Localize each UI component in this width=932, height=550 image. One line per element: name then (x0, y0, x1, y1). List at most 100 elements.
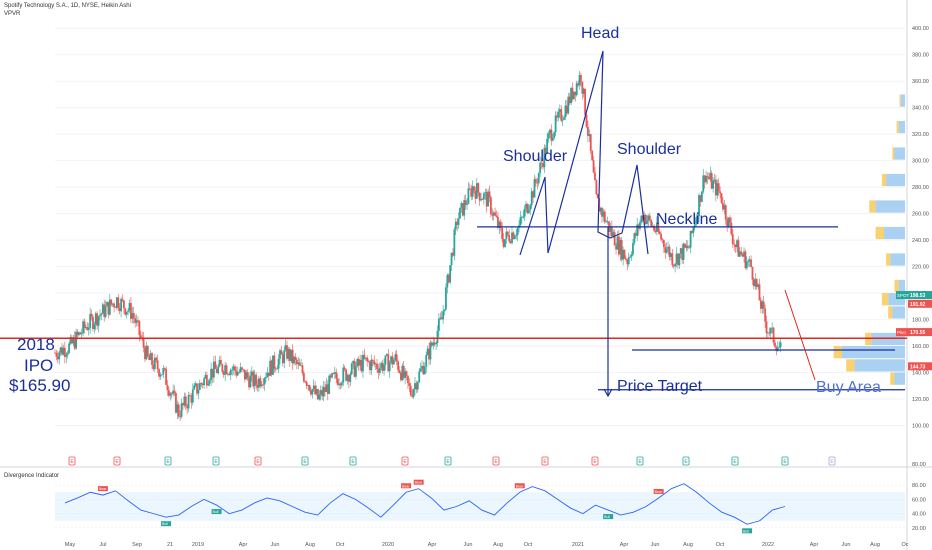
candle-body (734, 244, 737, 248)
indicator-tick-label: 60.00 (912, 497, 926, 503)
candle-body (194, 383, 197, 386)
candle-body (415, 383, 418, 390)
candle-body (556, 115, 558, 118)
candle-body (146, 345, 149, 357)
vp-bar-down (842, 346, 905, 359)
candle-body (300, 365, 302, 367)
candle-body (364, 357, 367, 359)
time-tick-label: Oct (524, 542, 533, 548)
candle-body (641, 215, 644, 221)
candle-body (684, 243, 686, 248)
candle-body (446, 274, 449, 288)
candle-body (66, 353, 69, 355)
candle-body (349, 374, 352, 382)
candle-body (117, 297, 120, 309)
candle-body (606, 221, 609, 223)
candle-body (727, 217, 730, 227)
candle-body (737, 240, 740, 257)
candle-body (355, 366, 357, 377)
candle-body (596, 194, 599, 199)
candle-body (196, 383, 198, 394)
candle-body (627, 257, 630, 265)
candle-body (371, 359, 374, 361)
candle-body (626, 259, 629, 265)
candle-body (87, 328, 90, 330)
candle-body (92, 316, 94, 330)
candle-body (661, 239, 664, 241)
candle-body (640, 215, 643, 223)
candle-body (340, 382, 343, 386)
candle-body (93, 324, 96, 330)
candle-body (757, 284, 759, 288)
candle-body (75, 331, 77, 349)
candle-body (172, 390, 175, 395)
candle-body (751, 266, 754, 280)
candle-body (85, 327, 87, 329)
candle-body (459, 207, 461, 219)
vp-bar-up (881, 293, 889, 306)
bull-divergence-tag (603, 514, 614, 520)
candle-body (436, 330, 439, 343)
candle-body (553, 132, 556, 138)
candle-body (343, 367, 346, 370)
candle-body (104, 306, 107, 317)
indicator-band (55, 492, 905, 521)
candle-body (293, 356, 295, 364)
candle-body (217, 366, 220, 374)
candle-body (758, 284, 761, 301)
candle-body (326, 384, 329, 394)
candle-body (224, 365, 227, 375)
candle-body (232, 366, 235, 370)
candle-body (767, 332, 769, 334)
candle-body (530, 191, 533, 206)
vp-bar-down (892, 306, 905, 319)
candle-body (475, 183, 478, 199)
candle-body (398, 370, 401, 373)
earnings-marker (68, 456, 76, 466)
candle-body (227, 373, 229, 375)
candle-body (128, 303, 131, 311)
candle-body (243, 369, 246, 380)
candle-body (516, 227, 519, 236)
candle-body (722, 202, 724, 210)
candle-body (186, 406, 189, 409)
candle-body (428, 348, 430, 360)
candle-body (96, 313, 99, 326)
candle-body (62, 347, 65, 355)
price-tick-label: 120.00 (912, 397, 929, 403)
candle-body (477, 183, 480, 193)
candle-body (359, 359, 362, 366)
candle-body (449, 265, 452, 283)
candle-body (419, 368, 422, 372)
candle-body (677, 253, 679, 266)
candle-body (231, 369, 234, 371)
bear-divergence-tag (514, 483, 525, 489)
candle-body (280, 350, 283, 355)
candle-body (501, 228, 504, 239)
candle-body (319, 390, 322, 395)
candle-body (215, 368, 218, 374)
earnings-marker-label: E (403, 459, 407, 465)
candle-body (535, 179, 537, 183)
candle-body (653, 225, 655, 231)
candle-body (526, 203, 529, 214)
candle-body (588, 134, 591, 136)
price-tick-label: 180.00 (912, 318, 929, 324)
candle-body (414, 383, 416, 390)
candle-body (490, 197, 492, 215)
candle-body (269, 360, 272, 376)
candle-body (710, 173, 713, 189)
candle-body (678, 253, 681, 266)
time-tick-label: Apr (810, 542, 819, 548)
candle-body (453, 229, 456, 256)
candle-body (605, 221, 608, 223)
candle-body (108, 299, 111, 315)
candle-body (755, 278, 758, 288)
candle-body (594, 172, 596, 181)
candle-body (272, 355, 274, 375)
candle-body (165, 368, 167, 385)
time-tick-label: Aug (305, 542, 315, 548)
candle-body (124, 308, 127, 315)
